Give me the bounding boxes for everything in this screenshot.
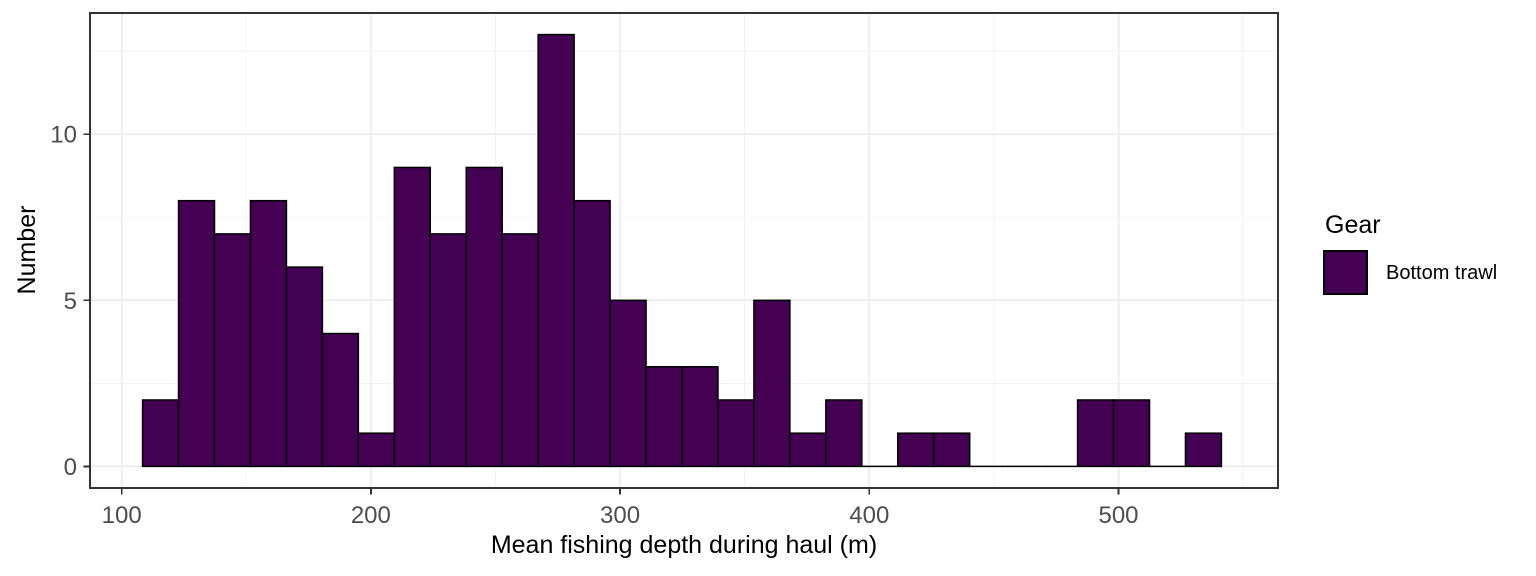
histogram-bar — [789, 432, 827, 468]
x-tick-label: 200 — [351, 502, 391, 529]
y-axis-title: Number — [13, 205, 41, 295]
histogram-bar — [213, 233, 252, 468]
x-axis-title: Mean fishing depth during haul (m) — [490, 531, 878, 559]
panel-border — [89, 12, 1279, 489]
histogram-bar — [177, 199, 216, 468]
x-tick-label: 300 — [600, 502, 640, 529]
histogram-bar — [681, 366, 719, 468]
histogram-bar — [465, 166, 503, 468]
histogram-bar — [537, 33, 575, 468]
histogram-bar — [393, 166, 432, 468]
legend-title: Gear — [1325, 211, 1381, 239]
histogram-bar — [825, 399, 863, 468]
y-tick-label: 10 — [50, 122, 77, 149]
histogram-bar — [321, 332, 360, 468]
histogram-bar — [501, 233, 539, 468]
y-tick-label: 0 — [64, 454, 77, 481]
histogram-bar — [141, 399, 180, 468]
histogram-bar — [717, 399, 755, 468]
x-tick-label: 100 — [102, 502, 142, 529]
histogram-bar — [573, 199, 611, 468]
histogram-bar — [753, 299, 791, 468]
y-tick-label: 5 — [64, 288, 77, 315]
histogram-bar — [609, 299, 647, 468]
x-tick-label: 500 — [1098, 502, 1138, 529]
x-tick-label: 400 — [849, 502, 889, 529]
histogram-bar — [1184, 432, 1223, 468]
histogram-bar — [357, 432, 396, 468]
histogram-bar — [429, 233, 467, 468]
legend-item: Bottom trawl — [1323, 250, 1497, 295]
histogram-bar — [1076, 399, 1115, 468]
histogram-bar — [249, 199, 288, 468]
legend-item-label: Bottom trawl — [1386, 261, 1498, 284]
histogram-bar — [645, 366, 683, 468]
legend-swatch — [1323, 250, 1368, 295]
histogram-bar — [285, 266, 324, 468]
histogram-bar — [932, 432, 971, 468]
histogram-bar — [1112, 399, 1151, 468]
histogram-bar — [897, 432, 935, 468]
